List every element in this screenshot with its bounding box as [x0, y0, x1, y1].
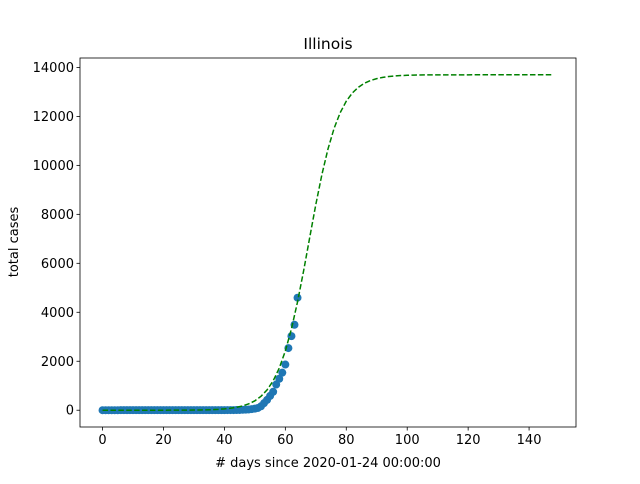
x-axis-label: # days since 2020-01-24 00:00:00 — [215, 456, 441, 471]
y-tick-label: 0 — [66, 404, 74, 419]
data-point — [275, 374, 284, 383]
data-point — [293, 293, 302, 302]
x-tick-label: 100 — [395, 433, 420, 448]
y-tick-label: 6000 — [41, 257, 74, 272]
x-tick-label: 120 — [456, 433, 481, 448]
x-tick-label: 80 — [338, 433, 355, 448]
x-tick-label: 60 — [277, 433, 294, 448]
plot-frame — [79, 57, 577, 428]
data-point — [278, 368, 287, 377]
y-tick-label: 14000 — [33, 61, 74, 76]
x-tick-label: 40 — [216, 433, 233, 448]
y-tick-label: 2000 — [41, 355, 74, 370]
data-point — [281, 360, 290, 369]
x-tick-label: 0 — [98, 433, 106, 448]
y-axis-label: total cases — [7, 207, 22, 278]
x-tick-label: 140 — [517, 433, 542, 448]
y-tick-label: 8000 — [41, 208, 74, 223]
fit-line — [102, 74, 554, 411]
data-point — [269, 387, 278, 396]
x-tick-label: 20 — [155, 433, 172, 448]
y-tick-label: 4000 — [41, 306, 74, 321]
y-tick-label: 10000 — [33, 159, 74, 174]
y-tick-label: 12000 — [33, 110, 74, 125]
chart-title: Illinois — [303, 35, 352, 53]
